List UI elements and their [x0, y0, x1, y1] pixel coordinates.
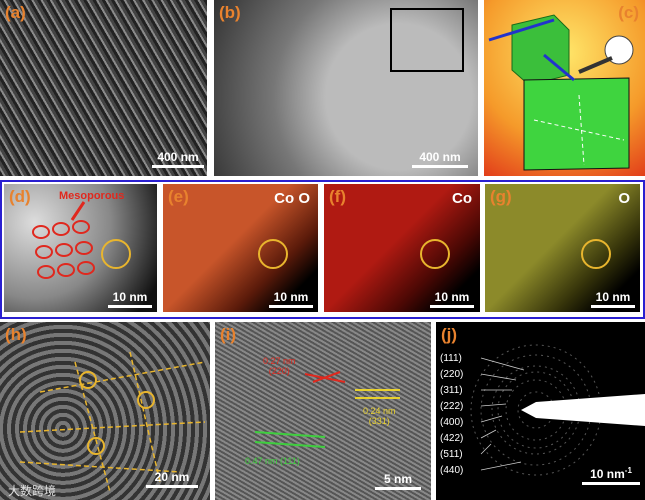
scale-text: 10 nm [273, 290, 309, 304]
panel-label: (i) [220, 325, 237, 344]
panel-label: (d) [9, 187, 31, 206]
d-spacing: 0.24 nm [363, 406, 396, 416]
scale-exponent: -1 [624, 466, 632, 475]
panel-label: (h) [5, 325, 27, 344]
element-label: Co O [274, 190, 310, 207]
panel-label: (f) [329, 187, 346, 206]
highlight-circle [258, 239, 288, 269]
zoom-box [390, 8, 464, 72]
scale-bar: 10 nm [591, 290, 635, 308]
ring-label: (422) [440, 433, 464, 444]
schematic [488, 14, 634, 171]
spacing-marks [254, 371, 400, 448]
mapping-frame [0, 180, 645, 319]
scale-bar: 10 nm [269, 290, 313, 308]
lattice-lines [19, 351, 206, 493]
ring-label: (400) [440, 417, 464, 428]
scale-text: 10 nm [112, 290, 148, 304]
highlight-circle [581, 239, 611, 269]
ring-label: (111) [440, 353, 462, 364]
panel-label: (c) [618, 3, 639, 22]
ring-label: (311) [440, 385, 463, 396]
panel-j: (111) (220) (311) (222) (400) (422) (511) (440)… [436, 322, 645, 500]
scale-bar: 20 nm [146, 470, 198, 488]
ring-label: (220) [440, 369, 464, 380]
pore-marks [32, 201, 131, 279]
panel-label: (a) [5, 3, 26, 22]
panel-g: O (g) 10 nm [485, 184, 640, 312]
scale-text: 400 nm [157, 150, 199, 164]
element-label: O [618, 190, 630, 207]
scale-text: 10 nm [590, 467, 625, 481]
panel-c: (c) [484, 0, 645, 176]
scale-bar: 400 nm [152, 150, 204, 168]
ring-label: (440) [440, 465, 464, 476]
scale-text: 10 nm [595, 290, 631, 304]
ring-label: (511) [440, 449, 463, 460]
scale-text: 20 nm [154, 470, 190, 484]
annotation: 0.27 nm (220) [263, 356, 296, 376]
plane: (111) [280, 456, 300, 466]
panel-d: Mesoporous (d) 10 nm [4, 184, 157, 312]
panel-label: (j) [441, 325, 458, 344]
panel-label: (g) [490, 187, 512, 206]
element-label: Co [452, 190, 472, 207]
annotation: Mesoporous [59, 190, 125, 202]
scale-text: 5 nm [383, 472, 412, 486]
d-spacing: 0.47 nm [245, 456, 278, 466]
annotation: 0.24 nm (331) [363, 406, 396, 426]
scale-bar: 5 nm [375, 472, 421, 490]
ring-label: (222) [440, 401, 464, 412]
ring-labels: (111) (220) (311) (222) (400) (422) (511) (440) [440, 351, 463, 479]
scale-bar: 10 nm [108, 290, 152, 308]
diffraction-pattern [470, 344, 645, 476]
scale-bar: 10 nm-1 [582, 466, 640, 485]
panel-label: (e) [168, 187, 189, 206]
panel-b: (b) 400 nm [214, 0, 478, 176]
panel-f: Co (f) 10 nm [324, 184, 480, 312]
d-spacing: 0.27 nm [263, 356, 296, 366]
panel-h: (h) 20 nm 大数跨境 [0, 322, 210, 500]
scale-text: 400 nm [419, 150, 461, 164]
panel-label: (b) [219, 3, 241, 22]
watermark: 大数跨境 [8, 484, 57, 498]
panel-i: 0.27 nm (220) 0.24 nm (331) 0.47 nm (111) … [215, 322, 431, 500]
panel-a: (a) 400 nm [0, 0, 207, 176]
scale-text: 10 nm [434, 290, 470, 304]
plane: (220) [268, 366, 290, 376]
panel-e: Co O (e) 10 nm [163, 184, 318, 312]
plane: (331) [368, 416, 390, 426]
scale-bar: 10 nm [430, 290, 474, 308]
scale-bar: 400 nm [412, 150, 468, 168]
annotation: 0.47 nm (111) [245, 456, 300, 466]
highlight-circle [420, 239, 450, 269]
